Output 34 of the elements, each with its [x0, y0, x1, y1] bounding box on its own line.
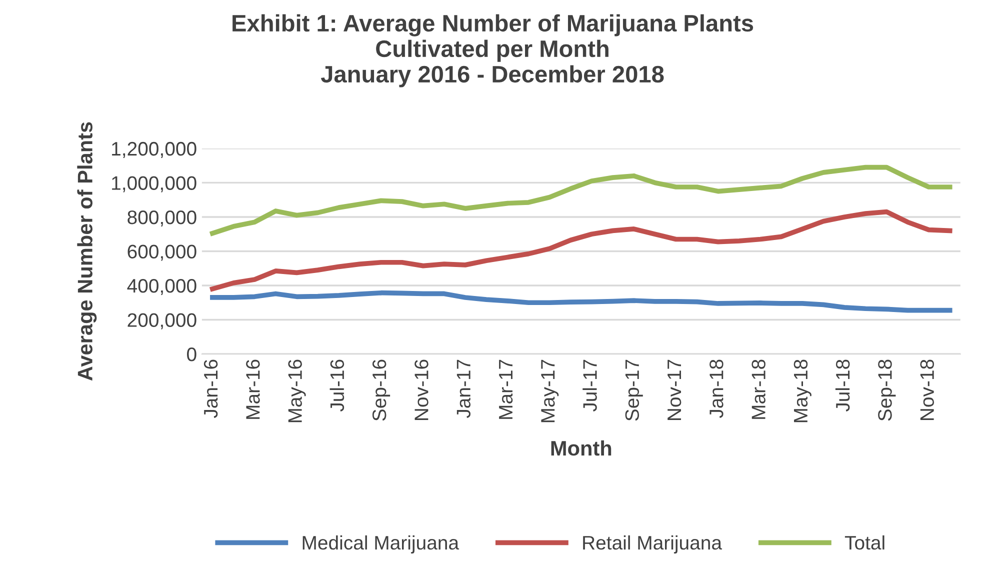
x-tick-label: Jan-18 — [710, 360, 724, 418]
x-tick-label: Nov-17 — [668, 360, 682, 420]
x-tick-label: May-16 — [288, 360, 306, 422]
x-tick-label: Mar-18 — [752, 360, 766, 419]
legend-label: Retail Marijuana — [583, 535, 722, 554]
y-tick-label: 200,000 — [128, 313, 196, 330]
chart-title: Exhibit 1: Average Number of Marijuana Plants Cultivated per Month January 2016 - December 2018 — [232, 14, 754, 88]
line-series — [210, 209, 952, 292]
y-tick-label: 1,000,000 — [112, 176, 196, 192]
legend-label: Total — [844, 535, 884, 550]
x-tick-label: Jul-18 — [835, 360, 850, 412]
x-tick-label: Jan-16 — [204, 360, 218, 418]
y-tick-label: 600,000 — [128, 244, 196, 261]
x-tick-label: Jul-16 — [330, 360, 344, 412]
x-tick-label: Nov-16 — [414, 360, 428, 420]
legend-label: Medical Marijuana — [302, 535, 460, 554]
x-tick-label: Sep-17 — [625, 360, 643, 421]
x-tick-label: Jul-17 — [582, 360, 597, 412]
x-tick-label: Sep-18 — [878, 360, 896, 421]
x-axis-title: Month — [551, 440, 612, 456]
x-tick-label: May-17 — [541, 360, 559, 422]
y-tick-label: 0 — [187, 347, 196, 362]
y-tick-label: 1,200,000 — [112, 142, 196, 158]
x-tick-label: Jan-17 — [456, 360, 470, 418]
y-tick-label: 400,000 — [127, 278, 196, 296]
x-tick-label: Nov-18 — [920, 360, 934, 420]
x-tick-label: Sep-16 — [372, 360, 390, 421]
x-tick-label: May-18 — [794, 360, 812, 422]
line-series — [210, 290, 952, 313]
line-series — [210, 164, 952, 236]
x-tick-label: Mar-16 — [246, 360, 260, 419]
y-axis-title: Average Number of Plants — [77, 122, 97, 381]
x-tick-label: Mar-17 — [499, 360, 513, 419]
y-tick-label: 800,000 — [128, 210, 196, 227]
